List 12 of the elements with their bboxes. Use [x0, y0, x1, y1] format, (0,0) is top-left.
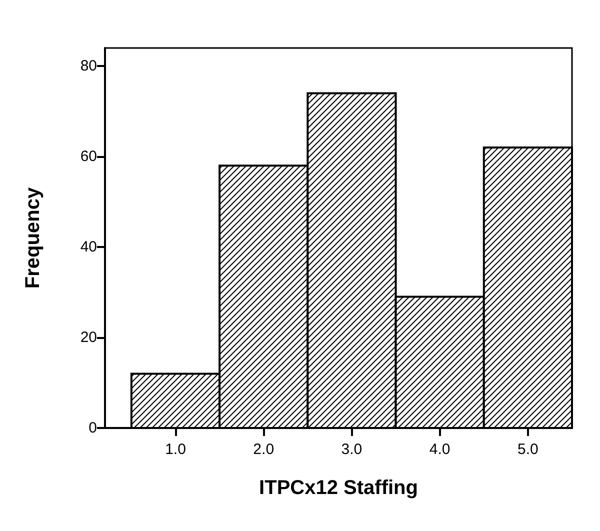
y-tick-label: 20	[80, 329, 97, 346]
x-tick-label: 1.0	[165, 441, 186, 458]
y-tick-label: 0	[88, 420, 97, 436]
y-tick-label: 60	[80, 148, 97, 166]
x-tick-label: 2.0	[253, 441, 274, 458]
y-tick-label: 40	[80, 238, 97, 256]
x-tick-label: 5.0	[518, 441, 538, 458]
y-axis-title: Frequency	[22, 186, 44, 289]
x-tick-label: 4.0	[429, 441, 450, 458]
x-axis-title: ITPCx12 Staffing	[259, 477, 418, 499]
y-tick-label: 80	[80, 58, 97, 75]
x-tick-label: 3.0	[341, 441, 362, 458]
